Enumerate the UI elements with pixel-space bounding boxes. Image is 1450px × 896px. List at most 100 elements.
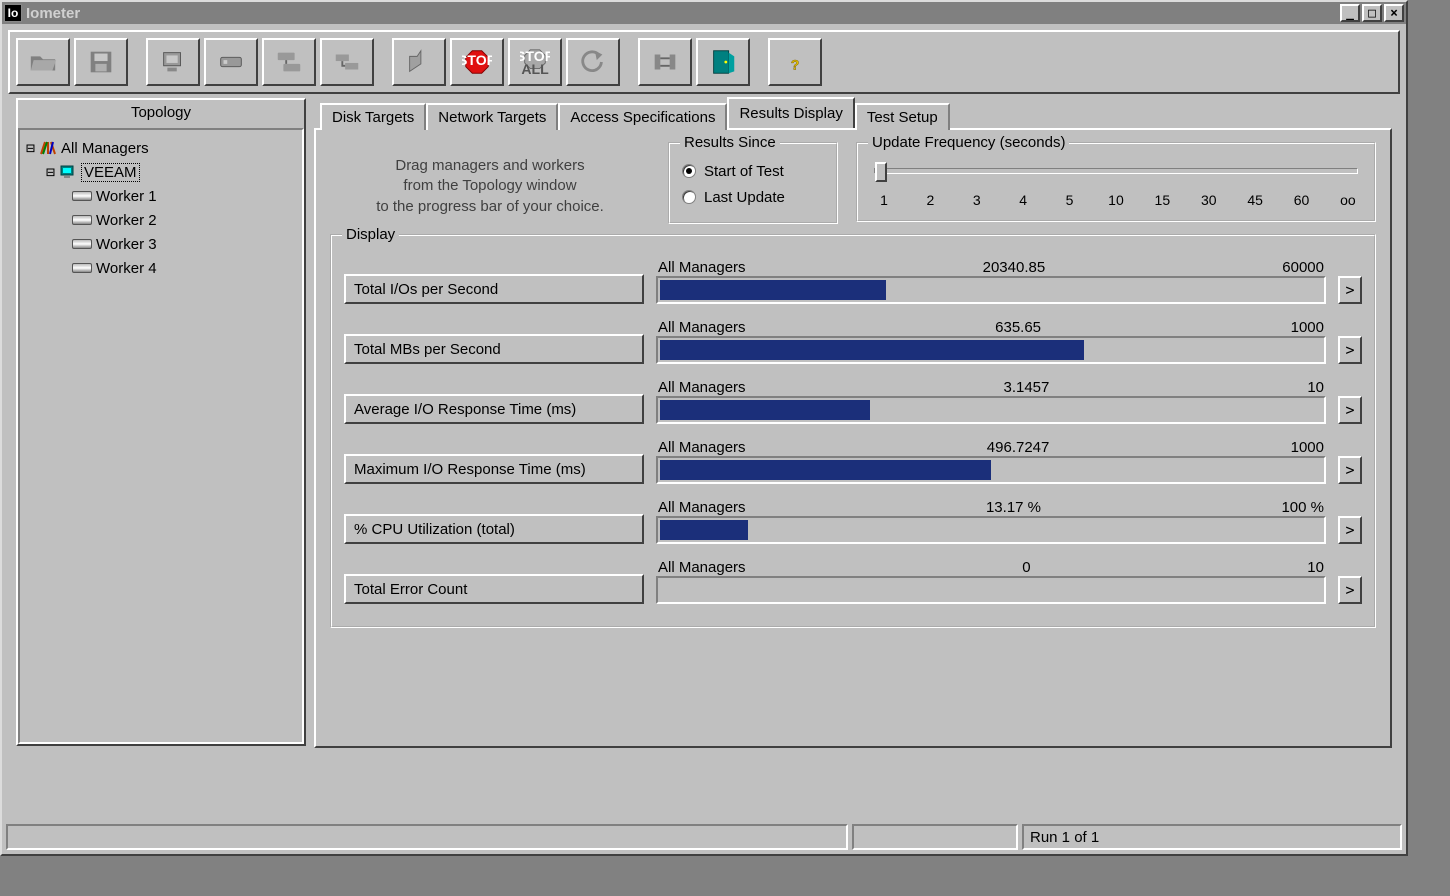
tree-worker[interactable]: Worker 3: [26, 232, 296, 256]
metric-button-0[interactable]: Total I/Os per Second: [344, 274, 644, 304]
topology-tree[interactable]: ⊟ All Managers ⊟ VEEAM Worker 1 Worker 2: [18, 128, 304, 744]
tree-root[interactable]: ⊟ All Managers: [26, 136, 296, 160]
client-area: STOP STOPALL ? Topology: [2, 24, 1406, 760]
duplicate-worker-icon: [274, 47, 304, 77]
tab-body: Drag managers and workersfrom the Topolo…: [314, 128, 1392, 748]
tree-worker[interactable]: Worker 1: [26, 184, 296, 208]
progress-bar[interactable]: [656, 336, 1326, 364]
new-worker-button[interactable]: [204, 38, 258, 86]
stop-all-button[interactable]: STOPALL: [508, 38, 562, 86]
tab-network-targets[interactable]: Network Targets: [426, 103, 558, 130]
metric-max: 1000: [1291, 439, 1324, 456]
bind-icon: [650, 47, 680, 77]
metric-max: 10: [1307, 559, 1324, 576]
results-panel: Disk TargetsNetwork TargetsAccess Specif…: [314, 98, 1392, 746]
tree-manager[interactable]: ⊟ VEEAM: [26, 160, 296, 184]
save-button[interactable]: [74, 38, 128, 86]
progress-bar[interactable]: [656, 576, 1326, 604]
metric-button-2[interactable]: Average I/O Response Time (ms): [344, 394, 644, 424]
metric-value: 496.7247: [987, 439, 1050, 456]
tree-worker[interactable]: Worker 4: [26, 256, 296, 280]
metric-expand-button[interactable]: >: [1338, 576, 1362, 604]
metric-scope: All Managers: [658, 439, 746, 456]
slider-tick: 60: [1290, 192, 1314, 208]
tree-manager-label: VEEAM: [81, 163, 140, 182]
tab-disk-targets[interactable]: Disk Targets: [320, 103, 426, 130]
open-icon: [28, 47, 58, 77]
tab-results-display[interactable]: Results Display: [727, 97, 854, 128]
app-window: Io Iometer _ □ ×: [0, 0, 1408, 856]
slider-thumb[interactable]: [875, 162, 887, 182]
minimize-button[interactable]: _: [1340, 4, 1360, 22]
radio-start-of-test[interactable]: Start of Test: [682, 158, 824, 184]
topology-panel: Topology ⊟ All Managers ⊟ VEEAM Worker 1: [16, 98, 306, 746]
help-button[interactable]: ?: [768, 38, 822, 86]
maximize-button[interactable]: □: [1362, 4, 1382, 22]
metric-button-5[interactable]: Total Error Count: [344, 574, 644, 604]
display-legend: Display: [342, 226, 399, 243]
copy-spec-icon: [332, 47, 362, 77]
slider-ticks: 123451015304560oo: [872, 192, 1360, 208]
display-group: Display Total I/Os per Second All Manage…: [330, 234, 1376, 628]
metric-expand-button[interactable]: >: [1338, 456, 1362, 484]
progress-fill: [660, 400, 870, 420]
stop-button[interactable]: STOP: [450, 38, 504, 86]
display-row: Average I/O Response Time (ms) All Manag…: [344, 374, 1362, 424]
metric-value: 635.65: [995, 319, 1041, 336]
update-frequency-slider[interactable]: [874, 168, 1358, 174]
metric-button-4[interactable]: % CPU Utilization (total): [344, 514, 644, 544]
new-manager-icon: [158, 47, 188, 77]
window-title: Iometer: [26, 5, 1338, 22]
new-manager-button[interactable]: [146, 38, 200, 86]
computer-icon: [59, 164, 77, 180]
start-button[interactable]: [392, 38, 446, 86]
metric-button-1[interactable]: Total MBs per Second: [344, 334, 644, 364]
metric-scope: All Managers: [658, 379, 746, 396]
titlebar[interactable]: Io Iometer _ □ ×: [2, 2, 1406, 24]
progress-bar[interactable]: [656, 396, 1326, 424]
progress-bar[interactable]: [656, 516, 1326, 544]
radio-last-update[interactable]: Last Update: [682, 184, 824, 210]
progress-fill: [660, 280, 886, 300]
metric-expand-button[interactable]: >: [1338, 276, 1362, 304]
tree-worker-label: Worker 1: [96, 188, 157, 205]
tab-access-specifications[interactable]: Access Specifications: [558, 103, 727, 130]
topology-header: Topology: [18, 100, 304, 128]
update-frequency-group: Update Frequency (seconds) 1234510153045…: [856, 142, 1376, 222]
open-button[interactable]: [16, 38, 70, 86]
stop-icon: STOP: [462, 47, 492, 77]
tree-worker-label: Worker 4: [96, 260, 157, 277]
radio-icon[interactable]: [682, 190, 696, 204]
exit-button[interactable]: [696, 38, 750, 86]
help-icon: ?: [780, 47, 810, 77]
metric-button-3[interactable]: Maximum I/O Response Time (ms): [344, 454, 644, 484]
managers-icon: [39, 140, 57, 156]
reset-button[interactable]: [566, 38, 620, 86]
radio-icon[interactable]: [682, 164, 696, 178]
metric-scope: All Managers: [658, 499, 746, 516]
slider-tick: 3: [965, 192, 989, 208]
disk-icon: [72, 239, 92, 249]
bind-button[interactable]: [638, 38, 692, 86]
duplicate-worker-button[interactable]: [262, 38, 316, 86]
metric-scope: All Managers: [658, 319, 746, 336]
svg-text:?: ?: [791, 57, 800, 73]
metric-expand-button[interactable]: >: [1338, 336, 1362, 364]
metric-expand-button[interactable]: >: [1338, 516, 1362, 544]
display-row: % CPU Utilization (total) All Managers 1…: [344, 494, 1362, 544]
slider-tick: 10: [1104, 192, 1128, 208]
metric-value: 13.17 %: [986, 499, 1041, 516]
progress-bar[interactable]: [656, 456, 1326, 484]
status-cell-2: [852, 824, 1018, 850]
slider-tick: 45: [1243, 192, 1267, 208]
svg-text:ALL: ALL: [521, 61, 549, 77]
metric-max: 10: [1307, 379, 1324, 396]
tree-worker[interactable]: Worker 2: [26, 208, 296, 232]
tab-test-setup[interactable]: Test Setup: [855, 103, 950, 130]
metric-expand-button[interactable]: >: [1338, 396, 1362, 424]
results-since-legend: Results Since: [680, 134, 780, 151]
close-button[interactable]: ×: [1384, 4, 1404, 22]
tree-worker-label: Worker 2: [96, 212, 157, 229]
progress-bar[interactable]: [656, 276, 1326, 304]
copy-spec-button[interactable]: [320, 38, 374, 86]
